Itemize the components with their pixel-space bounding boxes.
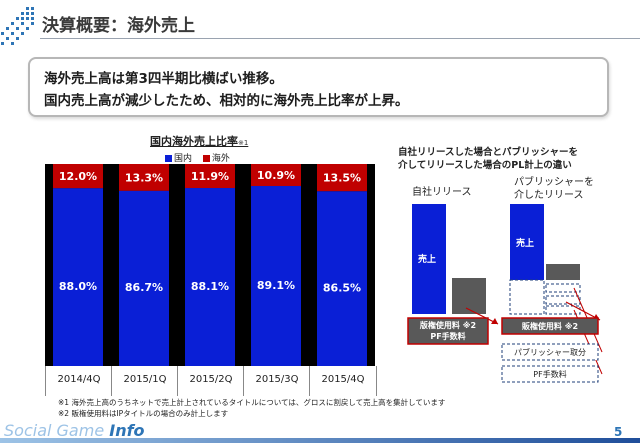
diagram-title: 自社リリースした場合とパブリッシャーを 介してリリースした場合のPL計上の違い xyxy=(398,146,578,172)
self-sales-bar xyxy=(412,204,446,314)
pub-cost-box-label: 販権使用料 ※2 xyxy=(521,322,579,331)
pl-diagram-shapes xyxy=(407,204,603,383)
chart-title-note: ※1 xyxy=(238,139,249,147)
x-tick-label-0: 2014/4Q xyxy=(57,374,101,385)
x-axis-cell-1: 2015/1Q xyxy=(111,366,178,396)
x-axis-cell-0: 2014/4Q xyxy=(45,366,112,396)
bar-overseas-3 xyxy=(251,164,301,187)
chart-x-axis: 2014/4Q 2015/1Q 2015/2Q 2015/3Q 2015/4Q xyxy=(45,366,377,396)
x-axis-cell-2: 2015/2Q xyxy=(177,366,244,396)
bar-domestic-2 xyxy=(185,188,235,366)
page-title: 決算概要：海外売上 xyxy=(42,16,195,36)
x-tick-label-4: 2015/4Q xyxy=(321,374,365,385)
pub-sales-label: 売上 xyxy=(516,239,535,249)
pub-cost-dashed-1 xyxy=(545,283,581,293)
label-overseas-4: 13.5% xyxy=(323,172,361,185)
pub-share-box-label: パブリッシャー取分 xyxy=(514,348,586,357)
pub-cost-dashed-2 xyxy=(545,295,581,305)
x-axis-cell-4: 2015/4Q xyxy=(309,366,377,396)
pf-fee-box xyxy=(501,365,599,383)
footnote-1: ※1 海外売上高のうちネットで売上計上されているタイトルについては、グロスに割戻… xyxy=(58,398,446,407)
chart-title: 国内海外売上比率※1 xyxy=(150,133,248,149)
pub-cost-box xyxy=(501,317,599,335)
summary-box: 海外売上高は第3四半期比横ばい推移。 国内売上高が減少したため、相対的に海外売上… xyxy=(28,57,609,117)
footnotes: ※1 海外売上高のうちネットで売上計上されているタイトルについては、グロスに割戻… xyxy=(58,397,445,419)
pub-sales-bar xyxy=(510,204,544,280)
self-release-label: 自社リリース xyxy=(412,187,472,198)
page-number: 5 xyxy=(614,425,623,439)
brand-logo-part-2: Info xyxy=(109,421,145,440)
self-cost-box-line-2: PF手数料 xyxy=(430,332,466,341)
legend-item-overseas: 海外 xyxy=(202,154,230,164)
x-axis-cell-3: 2015/3Q xyxy=(243,366,310,396)
publisher-release-label-line-1: パブリッシャーを xyxy=(514,177,594,188)
bar-domestic-3 xyxy=(251,186,301,366)
bar-overseas-1 xyxy=(119,164,169,191)
pub-cost-arrow xyxy=(565,301,601,321)
diagram-title-line-2: 介してリリースした場合のPL計上の違い xyxy=(398,160,572,171)
bar-overseas-2 xyxy=(185,164,235,189)
bar-domestic-4 xyxy=(317,191,367,366)
x-tick-label-2: 2015/2Q xyxy=(189,374,233,385)
label-domestic-0: 88.0% xyxy=(59,280,97,293)
stacked-bar-chart: 12.0% 88.0% 13.3% 86.7% 11.9% 88.1% 10.9% 89.1%… xyxy=(45,164,375,366)
footnote-2: ※2 販権使用料はIPタイトルの場合のみ計上します xyxy=(58,409,229,418)
label-overseas-0: 12.0% xyxy=(59,170,97,183)
chart-legend: 国内 海外 xyxy=(165,151,238,164)
legend-item-domestic: 国内 xyxy=(165,154,192,164)
brand-logo-part-1: Social Game xyxy=(4,421,110,440)
bar-domestic-0 xyxy=(53,188,103,366)
publisher-release-label-line-2: 介したリリース xyxy=(514,190,584,201)
diagram-title-line-1: 自社リリースした場合とパブリッシャーを xyxy=(398,147,579,158)
self-sales-label: 売上 xyxy=(418,255,437,265)
pub-cost-bar xyxy=(546,264,580,280)
label-domestic-2: 88.1% xyxy=(191,280,229,293)
brand-logo: Social Game Info xyxy=(4,421,145,440)
self-cost-arrow xyxy=(465,307,499,325)
label-domestic-4: 86.5% xyxy=(323,281,361,294)
decorative-dots xyxy=(1,7,34,45)
label-domestic-1: 86.7% xyxy=(125,281,163,294)
summary-line-2: 国内売上高が減少したため、相対的に海外売上比率が上昇。 xyxy=(44,93,409,109)
x-tick-label-3: 2015/3Q xyxy=(255,374,299,385)
label-overseas-3: 10.9% xyxy=(257,169,295,182)
self-cost-arrow-head xyxy=(491,318,498,324)
chart-title-text: 国内海外売上比率 xyxy=(150,135,238,148)
footer-bar xyxy=(0,438,640,443)
self-cost-box-label: 版権使用料 ※2 PF手数料 xyxy=(408,320,488,342)
x-tick-label-1: 2015/1Q xyxy=(123,374,167,385)
legend-label-overseas: 海外 xyxy=(211,154,230,164)
legend-swatch-overseas xyxy=(202,155,210,162)
self-cost-bar xyxy=(452,278,486,314)
publisher-release-label: パブリッシャーを 介したリリース xyxy=(514,176,594,202)
pub-sales-dashed xyxy=(509,279,545,315)
bar-overseas-4 xyxy=(317,164,367,192)
legend-swatch-domestic xyxy=(165,155,172,162)
label-overseas-2: 11.9% xyxy=(191,170,229,183)
pl-diagram: 売上 売上 版権使用料 ※2 PF手数料 販権使用料 ※2 パブリッシャー取分 … xyxy=(396,196,640,392)
pf-fee-box-label: PF手数料 xyxy=(533,370,567,379)
label-domestic-3: 89.1% xyxy=(257,279,295,292)
self-cost-box-line-1: 版権使用料 ※2 xyxy=(419,321,477,330)
bar-overseas-0 xyxy=(53,164,103,189)
title-divider xyxy=(40,38,640,39)
self-cost-box xyxy=(407,317,489,345)
summary-line-1: 海外売上高は第3四半期比横ばい推移。 xyxy=(44,71,283,87)
pub-share-box xyxy=(501,343,599,361)
label-overseas-1: 13.3% xyxy=(125,171,163,184)
legend-label-domestic: 国内 xyxy=(174,154,193,164)
bar-domestic-1 xyxy=(119,190,169,366)
